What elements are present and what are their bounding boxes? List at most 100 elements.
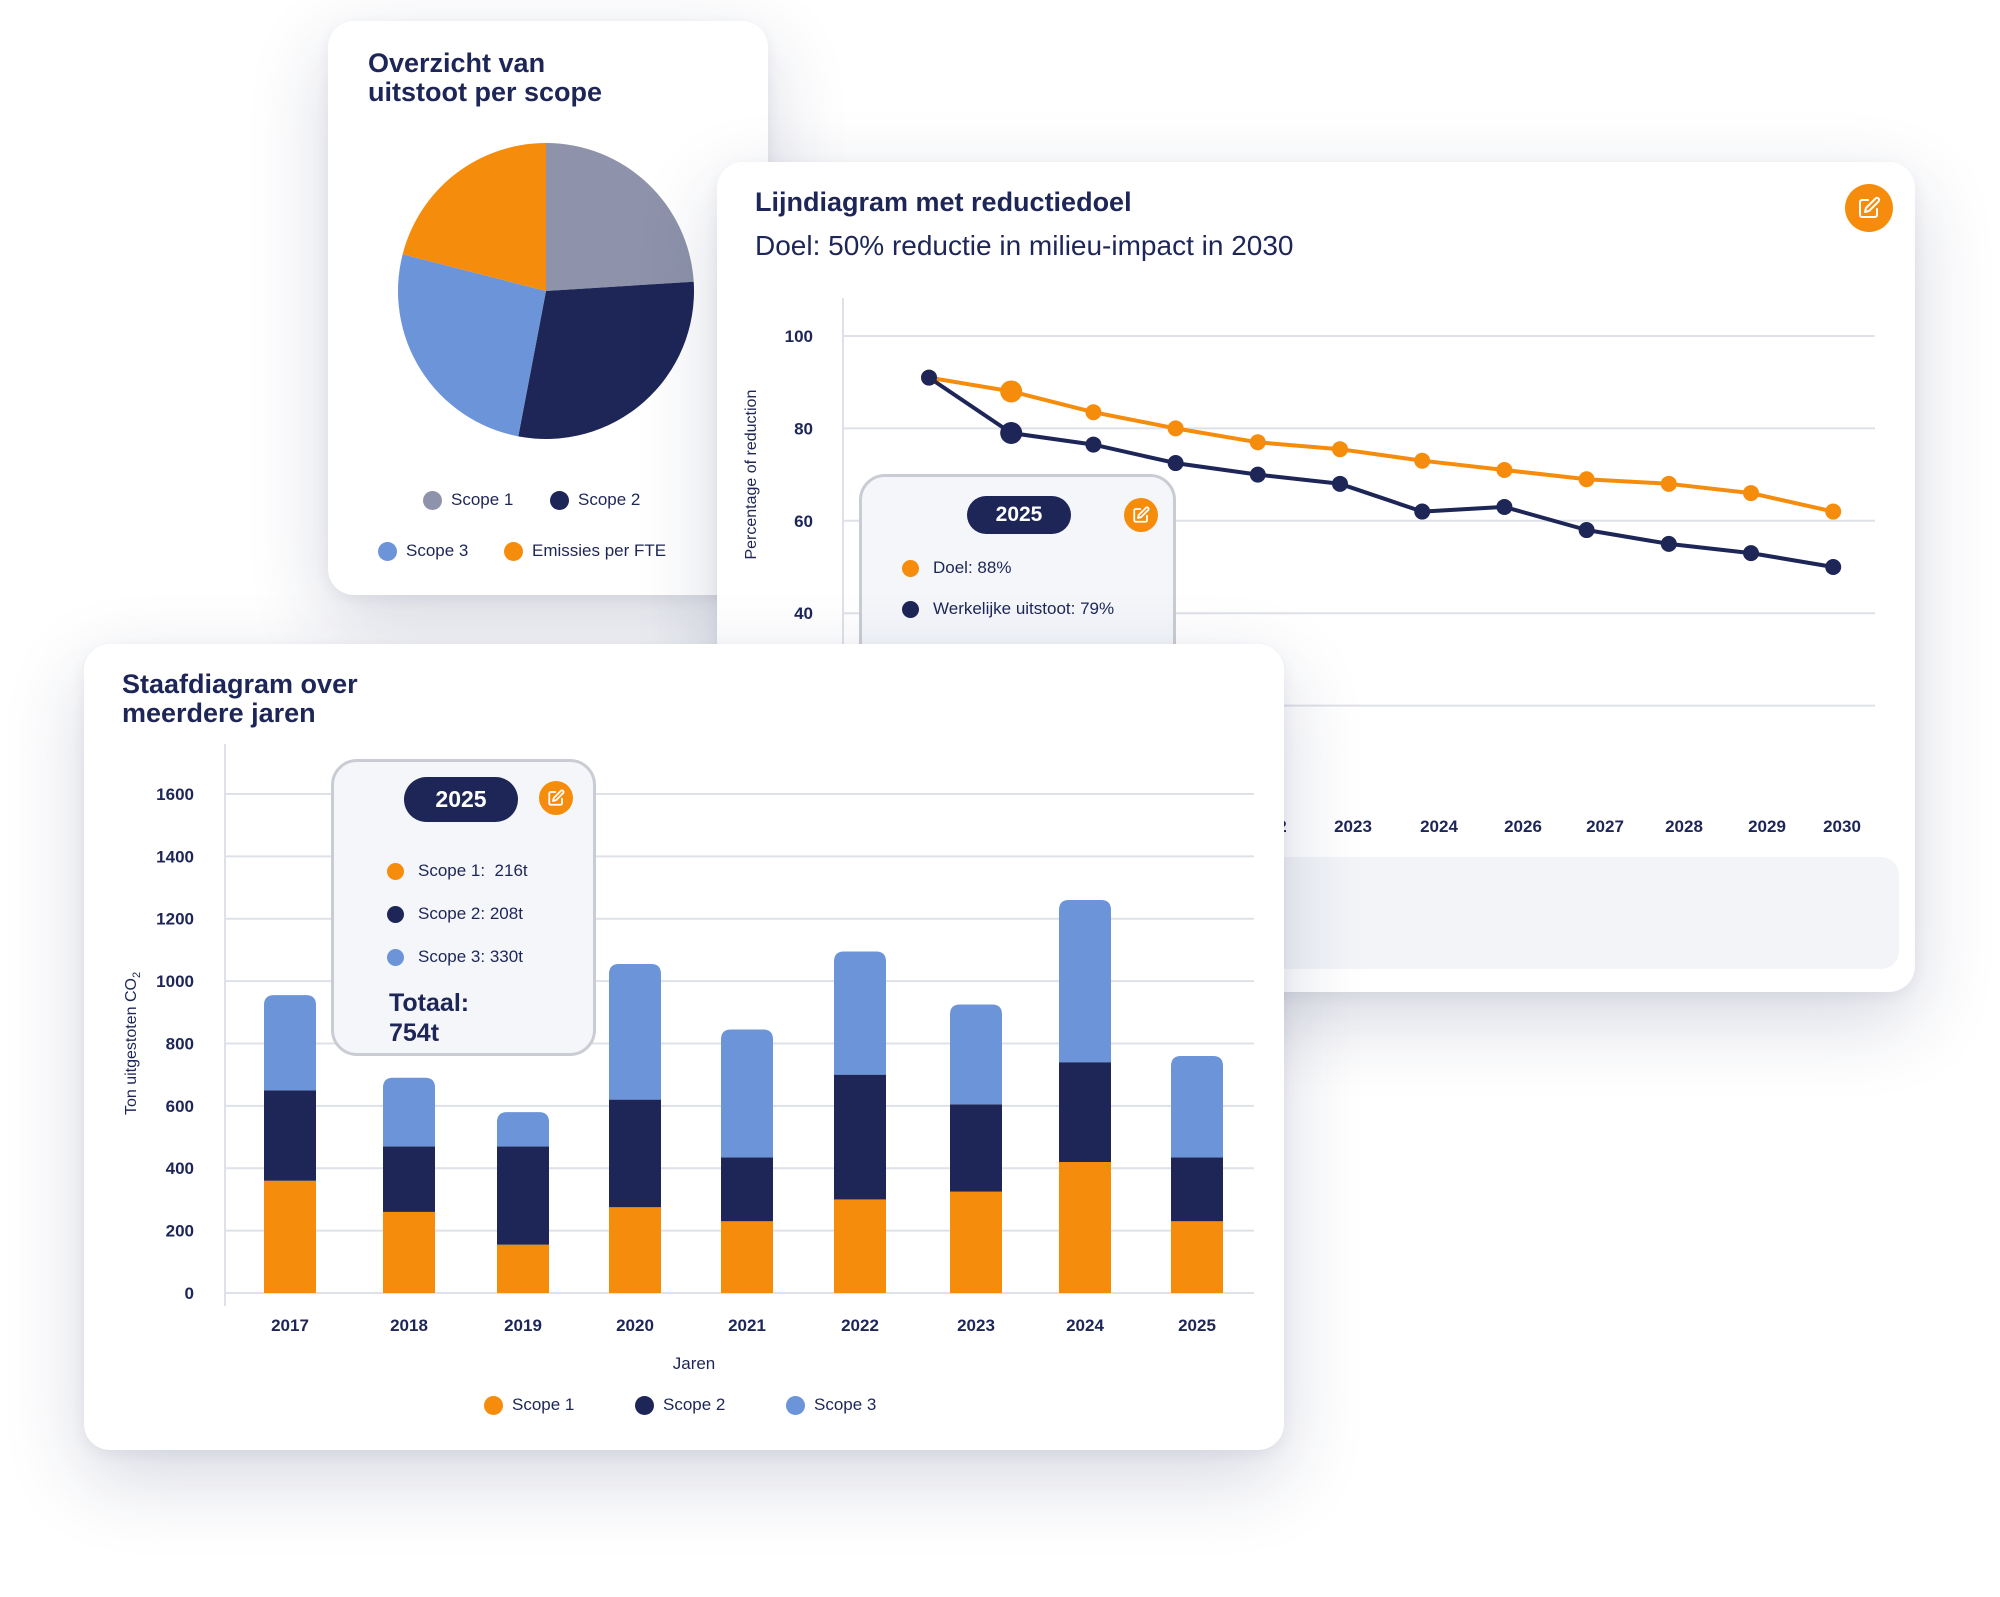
bar-segment [264, 1090, 316, 1181]
x-tick-label: 2028 [1665, 817, 1703, 836]
tooltip-row-label: Doel: 88% [933, 558, 1012, 577]
bar-legend-label: Scope 3 [814, 1395, 877, 1414]
data-point [1660, 475, 1677, 492]
tooltip-row-scope-2: Scope 2: 208t [387, 904, 523, 924]
bar-segment [383, 1077, 435, 1147]
bar-segment [609, 1099, 661, 1208]
y-tick-label: 100 [785, 327, 813, 346]
pie-legend-scope-2[interactable]: Scope 2 [550, 490, 640, 510]
bar-segment [1059, 900, 1111, 1063]
bar-segment [609, 963, 661, 1100]
y-tick-label: 1400 [156, 847, 194, 866]
bar-segment [721, 1029, 773, 1158]
scope-2-swatch [550, 490, 569, 510]
x-tick-label: 2020 [616, 1316, 654, 1335]
line-card-title: Lijndiagram met reductiedoel [755, 187, 1132, 217]
y-tick-label: 200 [166, 1222, 194, 1241]
tooltip-edit-button[interactable] [539, 781, 573, 815]
scope-1-swatch [387, 862, 404, 880]
data-point [1249, 434, 1266, 451]
data-point [1167, 455, 1184, 472]
tooltip-row-doel: Doel: 88% [902, 558, 1011, 578]
stacked-bar-chart: 0 200 400 600 800 1000 1200 1400 1600 Ton uitgest… [123, 744, 1254, 1373]
data-point [1085, 404, 1102, 421]
werkelijke-swatch [902, 600, 919, 618]
tooltip-row-scope-3: Scope 3: 330t [387, 947, 523, 967]
bar-segment [1171, 1157, 1223, 1222]
y-tick-label: 40 [794, 604, 813, 623]
bar-legend-scope-3[interactable]: Scope 3 [786, 1395, 876, 1415]
pie-legend-scope-3[interactable]: Scope 3 [378, 541, 468, 561]
y-tick-label: 1200 [156, 910, 194, 929]
scope-1-swatch [484, 1395, 503, 1415]
bar-legend-scope-1[interactable]: Scope 1 [484, 1395, 574, 1415]
scope-2-swatch [387, 905, 404, 923]
x-tick-label: 2026 [1504, 817, 1542, 836]
bar-segment [497, 1146, 549, 1245]
pie-slice [397, 254, 546, 437]
pie-chart [397, 143, 695, 440]
bar-segment [950, 1104, 1002, 1192]
x-tick-label: 2022 [841, 1316, 879, 1335]
y-axis-label: Ton uitgestoten CO2 [123, 972, 143, 1115]
bar-legend-scope-2[interactable]: Scope 2 [635, 1395, 725, 1415]
data-point [1085, 436, 1102, 453]
bar-segment [834, 1074, 886, 1200]
data-point [1496, 498, 1513, 515]
x-axis-label: Jaren [673, 1354, 716, 1373]
x-tick-label: 2029 [1748, 817, 1786, 836]
x-tick-label: 2023 [1334, 817, 1372, 836]
line-card-subtitle: Doel: 50% reductie in milieu-impact in 2… [755, 230, 1294, 261]
data-point [1414, 452, 1431, 469]
x-tick-label: 2027 [1586, 817, 1624, 836]
y-tick-label: 80 [794, 419, 813, 438]
data-point [1000, 380, 1023, 403]
bar-segment [1171, 1055, 1223, 1158]
pie-legend-emissies-per-fte[interactable]: Emissies per FTE [504, 541, 666, 561]
x-tick-label: 2030 [1823, 817, 1861, 836]
edit-icon [1859, 196, 1881, 218]
pie-slice [402, 143, 546, 291]
y-axis-label-subscript: 2 [131, 972, 143, 978]
bar-chart-card: Staafdiagram over meerdere jaren 0 200 400… [84, 644, 1284, 1450]
tooltip-row-label: Scope 1: 216t [418, 861, 528, 880]
pie-legend-scope-1[interactable]: Scope 1 [423, 490, 513, 510]
x-tick-label: 2018 [390, 1316, 428, 1335]
y-tick-label: 600 [166, 1097, 194, 1116]
bar-segment [834, 1199, 886, 1293]
bar-segment [1171, 1221, 1223, 1293]
pie-legend-label: Emissies per FTE [532, 541, 667, 560]
line-edit-button[interactable] [1845, 184, 1893, 232]
y-axis-label: Percentage of reduction [743, 390, 760, 560]
data-point [1000, 422, 1023, 445]
pie-legend-label: Scope 2 [578, 490, 641, 509]
scope-3-swatch [786, 1395, 805, 1415]
edit-icon [1133, 506, 1150, 523]
series-line [928, 375, 1834, 514]
data-point [1414, 503, 1431, 520]
series-line [927, 375, 1834, 569]
pie-slice [518, 281, 695, 440]
data-point [1496, 461, 1513, 478]
bar-segment [609, 1207, 661, 1293]
pie-chart-card: Overzicht van uitstoot per scope Scope 1… [328, 21, 768, 595]
x-tick-label: 2024 [1066, 1316, 1104, 1335]
bar-tooltip: 2025 Scope 1: 216t Scope 2: 208t Scope 3… [331, 759, 596, 1056]
bar-segment [834, 951, 886, 1075]
bar-segment [497, 1244, 549, 1293]
data-point [1332, 475, 1348, 492]
bar-segment [383, 1211, 435, 1293]
y-tick-label: 0 [185, 1284, 194, 1303]
bar-segment [721, 1221, 773, 1293]
tooltip-year-pill: 2025 [967, 496, 1071, 534]
x-tick-label: 2023 [957, 1316, 995, 1335]
bar-segment [264, 995, 316, 1091]
tooltip-row-label: Scope 2: 208t [418, 904, 523, 923]
y-tick-label: 60 [794, 512, 813, 531]
data-point [1578, 522, 1595, 539]
bar-segment [1059, 1062, 1111, 1163]
tooltip-edit-button[interactable] [1124, 498, 1158, 532]
x-tick-label: 2024 [1420, 817, 1458, 836]
bar-legend-label: Scope 2 [663, 1395, 726, 1414]
tooltip-row-label: Werkelijke uitstoot: 79% [933, 599, 1115, 618]
